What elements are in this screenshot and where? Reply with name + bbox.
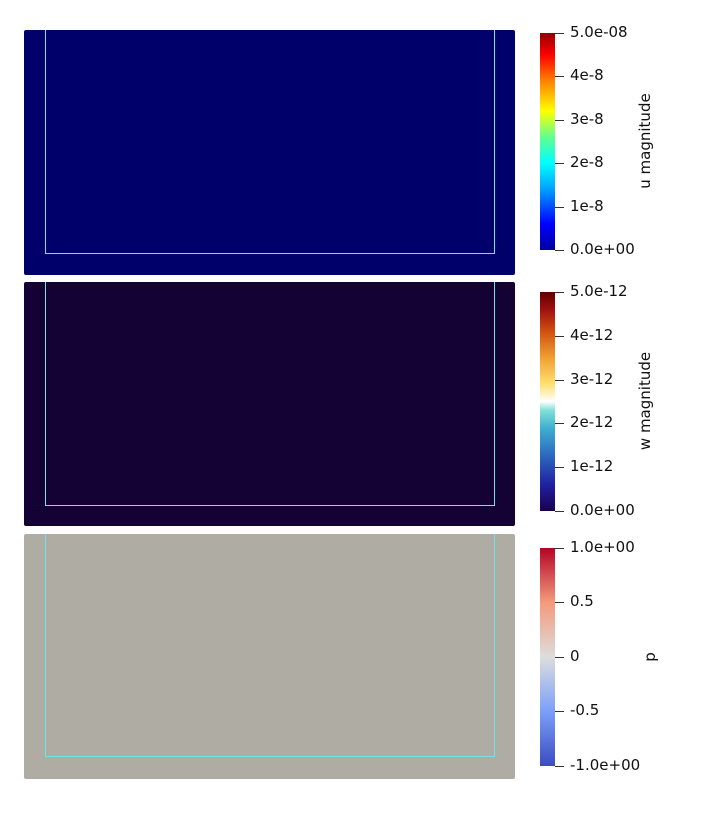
tick-label: -1.0e+00 — [570, 756, 641, 774]
colorbar-tick — [555, 76, 564, 77]
domain-outline — [45, 534, 495, 757]
colorbar-tick — [555, 336, 564, 337]
colorbar-tick — [555, 467, 564, 468]
domain-outline — [45, 30, 495, 254]
colorbar-tick — [555, 711, 564, 712]
tick-label: 4e-8 — [570, 66, 604, 84]
colorbar-tick — [555, 766, 564, 767]
domain-outline — [45, 282, 495, 506]
tick-label: -0.5 — [570, 701, 600, 719]
colorbar-tick — [555, 657, 564, 658]
colorbar-tick — [555, 548, 564, 549]
u-magnitude-plot — [24, 30, 515, 275]
tick-label: 0.5 — [570, 592, 594, 610]
tick-label: 0.0e+00 — [570, 501, 635, 519]
w-magnitude-colorbar — [540, 292, 555, 511]
colorbar-tick — [555, 163, 564, 164]
tick-label: 3e-8 — [570, 110, 604, 128]
colorbar-tick — [555, 250, 564, 251]
tick-label: 0.0e+00 — [570, 240, 635, 258]
colorbar-tick — [555, 33, 564, 34]
tick-label: 3e-12 — [570, 370, 614, 388]
p-plot — [24, 534, 515, 779]
tick-label: 1e-8 — [570, 197, 604, 215]
colorbar-tick — [555, 120, 564, 121]
colorbar-tick — [555, 207, 564, 208]
w-magnitude-plot — [24, 282, 515, 526]
tick-label: 4e-12 — [570, 326, 614, 344]
tick-label: 1e-12 — [570, 457, 614, 475]
tick-label: 2e-12 — [570, 413, 614, 431]
colorbar-tick — [555, 380, 564, 381]
p-colorbar — [540, 548, 555, 766]
tick-label: 2e-8 — [570, 153, 604, 171]
tick-label: 0 — [570, 647, 580, 665]
tick-label: 5.0e-12 — [570, 282, 628, 300]
colorbar-title: u magnitude — [636, 93, 654, 189]
colorbar-tick — [555, 423, 564, 424]
tick-label: 5.0e-08 — [570, 23, 628, 41]
colorbar-title: p — [641, 652, 659, 662]
colorbar-tick — [555, 511, 564, 512]
colorbar-tick — [555, 602, 564, 603]
u-magnitude-colorbar — [540, 33, 555, 250]
colorbar-tick — [555, 292, 564, 293]
colorbar-title: w magnitude — [636, 351, 654, 451]
tick-label: 1.0e+00 — [570, 538, 635, 556]
